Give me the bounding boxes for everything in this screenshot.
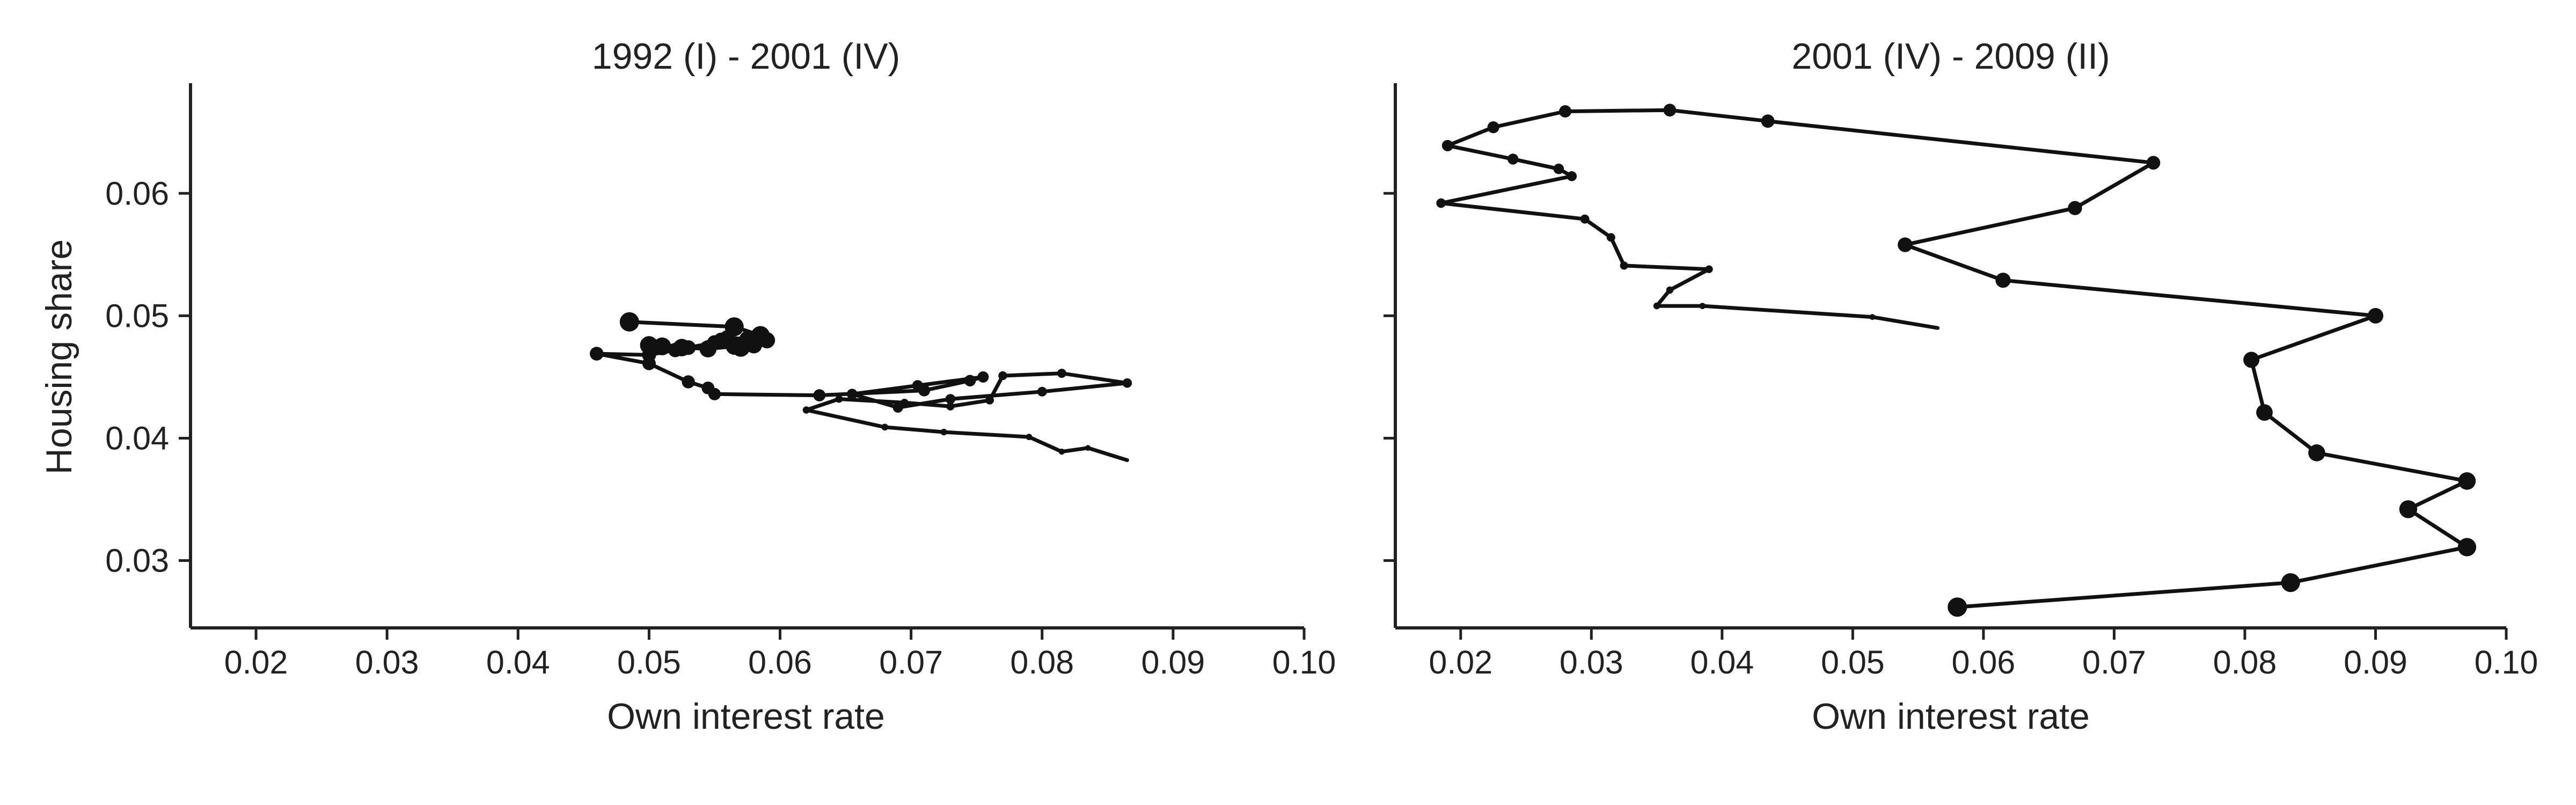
data-point [751,326,770,345]
x-tick-label: 0.02 [224,644,288,680]
data-point [1026,434,1033,441]
data-point [590,347,604,361]
data-point [2068,201,2082,215]
data-point [901,399,909,407]
data-point [2457,538,2476,557]
y-tick-label: 0.04 [105,420,169,456]
data-point [673,339,691,356]
data-point [640,336,658,354]
data-point [1705,265,1713,273]
data-point [918,384,931,397]
panel-title: 1992 (I) - 2001 (IV) [592,36,900,77]
x-tick-label: 0.03 [1560,644,1623,680]
data-point [682,375,695,389]
data-point [1122,378,1132,388]
data-point [1663,104,1677,117]
x-tick-label: 0.10 [1272,644,1336,680]
data-point [1507,153,1519,165]
panel-2001-2009: 2001 (IV) - 2009 (II) Own interest rate … [1384,36,2538,737]
data-point [1699,303,1706,309]
data-point [940,428,947,436]
y-axis-title: Housing share [39,239,79,474]
data-point [2308,444,2325,462]
x-tick-label: 0.07 [2082,644,2146,680]
data-point [1898,237,1913,252]
data-point [1559,105,1572,118]
data-point [2146,156,2161,170]
x-tick-label: 0.07 [879,644,943,680]
data-point [1057,369,1066,378]
x-tick-label: 0.09 [2344,644,2407,680]
data-point [1085,445,1091,451]
x-tick-label: 0.10 [2475,644,2538,680]
data-point [1487,121,1499,134]
x-tick-label: 0.03 [355,644,419,680]
panel-1992-2001: 1992 (I) - 2001 (IV) Own interest rate H… [39,36,1336,737]
data-point [985,396,994,405]
y-tick-label: 0.06 [105,175,169,211]
x-tick-label: 0.08 [2213,644,2277,680]
data-point [802,406,810,414]
data-point [1441,140,1453,151]
data-point [1869,314,1876,320]
data-point [1553,163,1564,174]
data-point [1620,261,1628,270]
data-point [1948,597,1967,617]
data-point [1058,449,1065,455]
data-point [813,389,826,401]
data-point [2281,573,2300,592]
x-tick-label: 0.05 [1821,644,1885,680]
data-point [946,402,955,411]
y-tick-label: 0.05 [105,297,169,334]
x-axis-title: Own interest rate [1812,696,2090,737]
x-tick-label: 0.02 [1429,644,1492,680]
data-point [1436,198,1446,208]
data-point [2256,404,2273,421]
data-point [701,382,715,394]
data-point [1606,233,1615,242]
x-tick-label: 0.04 [486,644,550,680]
panel-title: 2001 (IV) - 2009 (II) [1791,36,2110,77]
data-point [881,423,889,431]
data-point [2399,500,2418,518]
x-tick-label: 0.06 [1952,644,2016,680]
data-point [619,312,639,332]
data-point [977,371,989,383]
data-point [998,371,1007,380]
x-tick-label: 0.05 [617,644,681,680]
data-point [892,402,903,413]
data-point [964,375,976,387]
data-point [846,389,858,400]
y-tick-label: 0.03 [105,543,169,579]
x-axis-title: Own interest rate [607,696,885,737]
data-point [945,394,956,404]
data-point [1653,302,1660,310]
data-point [653,337,671,356]
data-point [1995,273,2011,288]
data-point [2243,352,2260,368]
data-point [1580,214,1590,224]
x-tick-label: 0.04 [1690,644,1754,680]
data-point [1666,286,1674,294]
data-point [724,317,744,336]
data-point [835,395,843,403]
series-line [1439,108,2469,609]
data-point [2368,308,2383,324]
data-point [2458,472,2476,490]
data-point [1761,114,1775,128]
x-tick-label: 0.08 [1010,644,1074,680]
data-point [731,338,750,357]
data-point [1567,171,1577,181]
data-point [699,340,717,357]
x-tick-label: 0.06 [748,644,812,680]
data-point [1037,386,1047,397]
x-tick-label: 0.09 [1141,644,1205,680]
